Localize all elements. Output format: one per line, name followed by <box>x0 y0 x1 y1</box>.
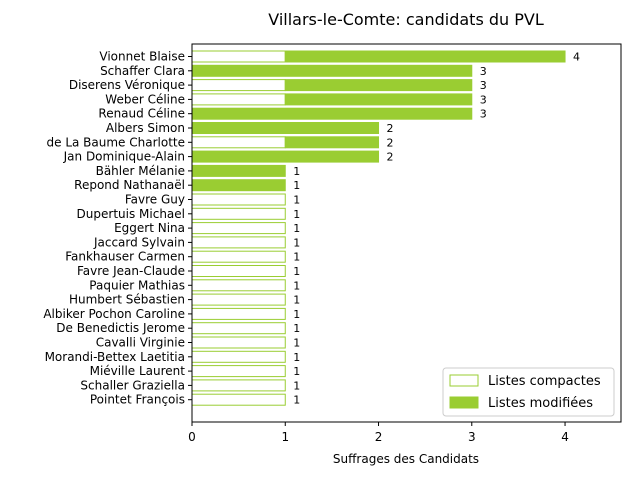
y-tick-label: Miéville Laurent <box>90 364 186 378</box>
legend-label-modifiees: Listes modifiées <box>488 396 593 411</box>
bar-compactes <box>191 193 286 206</box>
y-tick-label: Dupertuis Michael <box>77 207 185 221</box>
x-tick-label: 3 <box>468 430 476 444</box>
bar-modifiees <box>284 136 380 149</box>
y-tick-label: Morandi-Bettex Laetitia <box>45 350 185 364</box>
y-tick-label: Vionnet Blaise <box>99 50 185 64</box>
y-tick-label: Favre Jean-Claude <box>77 264 185 278</box>
plot-frame <box>191 43 622 423</box>
value-label: 1 <box>293 365 300 378</box>
y-tick-label: Paquier Mathias <box>89 278 185 292</box>
y-tick-label: Eggert Nina <box>114 221 185 235</box>
y-tick-label: De Benedictis Jerome <box>56 321 185 335</box>
x-tick-label: 1 <box>281 430 289 444</box>
bar-compactes <box>191 265 286 277</box>
bar-compactes <box>191 350 286 363</box>
bar-modifiees <box>191 179 286 192</box>
bar-compactes <box>191 93 286 106</box>
x-tick-label: 2 <box>375 430 383 444</box>
value-label: 1 <box>293 265 300 278</box>
value-label: 1 <box>293 322 300 335</box>
y-tick-label: Jaccard Sylvain <box>93 235 185 249</box>
bar-compactes <box>191 236 286 249</box>
bar-compactes <box>191 79 286 92</box>
y-tick-label: Diserens Véronique <box>69 78 185 92</box>
value-label: 1 <box>293 394 300 407</box>
legend-label-compactes: Listes compactes <box>488 374 601 389</box>
value-label: 2 <box>387 136 394 149</box>
bar-compactes <box>191 293 286 306</box>
bar-modifiees <box>284 50 566 63</box>
value-label: 1 <box>293 279 300 292</box>
value-label: 1 <box>293 194 300 207</box>
x-tick-label: 4 <box>561 430 569 444</box>
bar-compactes <box>191 279 286 292</box>
value-label: 1 <box>293 379 300 392</box>
value-label: 3 <box>480 93 487 106</box>
value-label: 2 <box>387 151 394 164</box>
y-tick-label: Schaffer Clara <box>100 64 185 78</box>
y-tick-label: Weber Céline <box>105 92 185 106</box>
value-label: 2 <box>387 122 394 135</box>
value-label: 4 <box>573 51 580 64</box>
value-label: 1 <box>293 251 300 264</box>
x-axis-label: Suffrages des Candidats <box>333 452 479 466</box>
value-label: 1 <box>293 337 300 350</box>
legend-swatch-modifiees <box>449 396 479 409</box>
bar-modifiees <box>284 93 473 106</box>
y-tick-label: Bähler Mélanie <box>96 164 185 178</box>
legend-swatch-compactes <box>449 374 479 387</box>
chart-title: Villars-le-Comte: candidats du PVL <box>268 10 544 29</box>
y-tick-label: Albers Simon <box>106 121 185 135</box>
y-tick-label: Jan Dominique-Alain <box>63 150 185 164</box>
legend: Listes compactes Listes modifiées <box>442 367 615 417</box>
bar-modifiees <box>191 107 473 120</box>
bar-compactes <box>191 365 286 378</box>
legend-box <box>442 367 615 417</box>
bars-layer <box>191 50 566 406</box>
value-label: 1 <box>293 294 300 307</box>
value-label: 1 <box>293 179 300 192</box>
bar-compactes <box>191 379 286 392</box>
bar-compactes <box>191 50 286 63</box>
y-tick-label: Renaud Céline <box>98 107 185 121</box>
y-tick-label: Repond Nathanaël <box>74 178 185 192</box>
bar-compactes <box>191 207 286 220</box>
bar-modifiees <box>191 122 380 134</box>
value-label: 1 <box>293 351 300 364</box>
value-label: 1 <box>293 236 300 249</box>
value-label: 3 <box>480 79 487 92</box>
bar-compactes <box>191 250 286 263</box>
y-tick-label: Cavalli Virginie <box>96 336 185 350</box>
y-tick-label: Fankhauser Carmen <box>65 250 185 264</box>
y-tick-label: de La Baume Charlotte <box>47 135 186 149</box>
y-tick-label: Favre Guy <box>125 193 185 207</box>
bar-modifiees <box>191 164 286 177</box>
x-axis-ticks: 0 1 2 3 4 <box>188 422 569 444</box>
bar-compactes <box>191 136 286 149</box>
bar-modifiees <box>191 64 473 77</box>
value-label: 3 <box>480 108 487 121</box>
bar-compactes <box>191 307 286 320</box>
bar-compactes <box>191 222 286 235</box>
value-label: 1 <box>293 165 300 178</box>
bar-modifiees <box>284 79 473 92</box>
y-tick-label: Humbert Sébastien <box>69 293 185 307</box>
bar-compactes <box>191 322 286 335</box>
bar-compactes <box>191 336 286 349</box>
value-label: 1 <box>293 222 300 235</box>
y-tick-label: Pointet François <box>90 393 185 407</box>
y-tick-label: Albiker Pochon Caroline <box>43 307 185 321</box>
y-tick-label: Schaller Graziella <box>80 378 185 392</box>
bar-modifiees <box>191 150 380 163</box>
x-tick-label: 0 <box>188 430 196 444</box>
value-label: 3 <box>480 65 487 78</box>
value-label: 1 <box>293 208 300 221</box>
bar-compactes <box>191 393 286 406</box>
value-label: 1 <box>293 308 300 321</box>
